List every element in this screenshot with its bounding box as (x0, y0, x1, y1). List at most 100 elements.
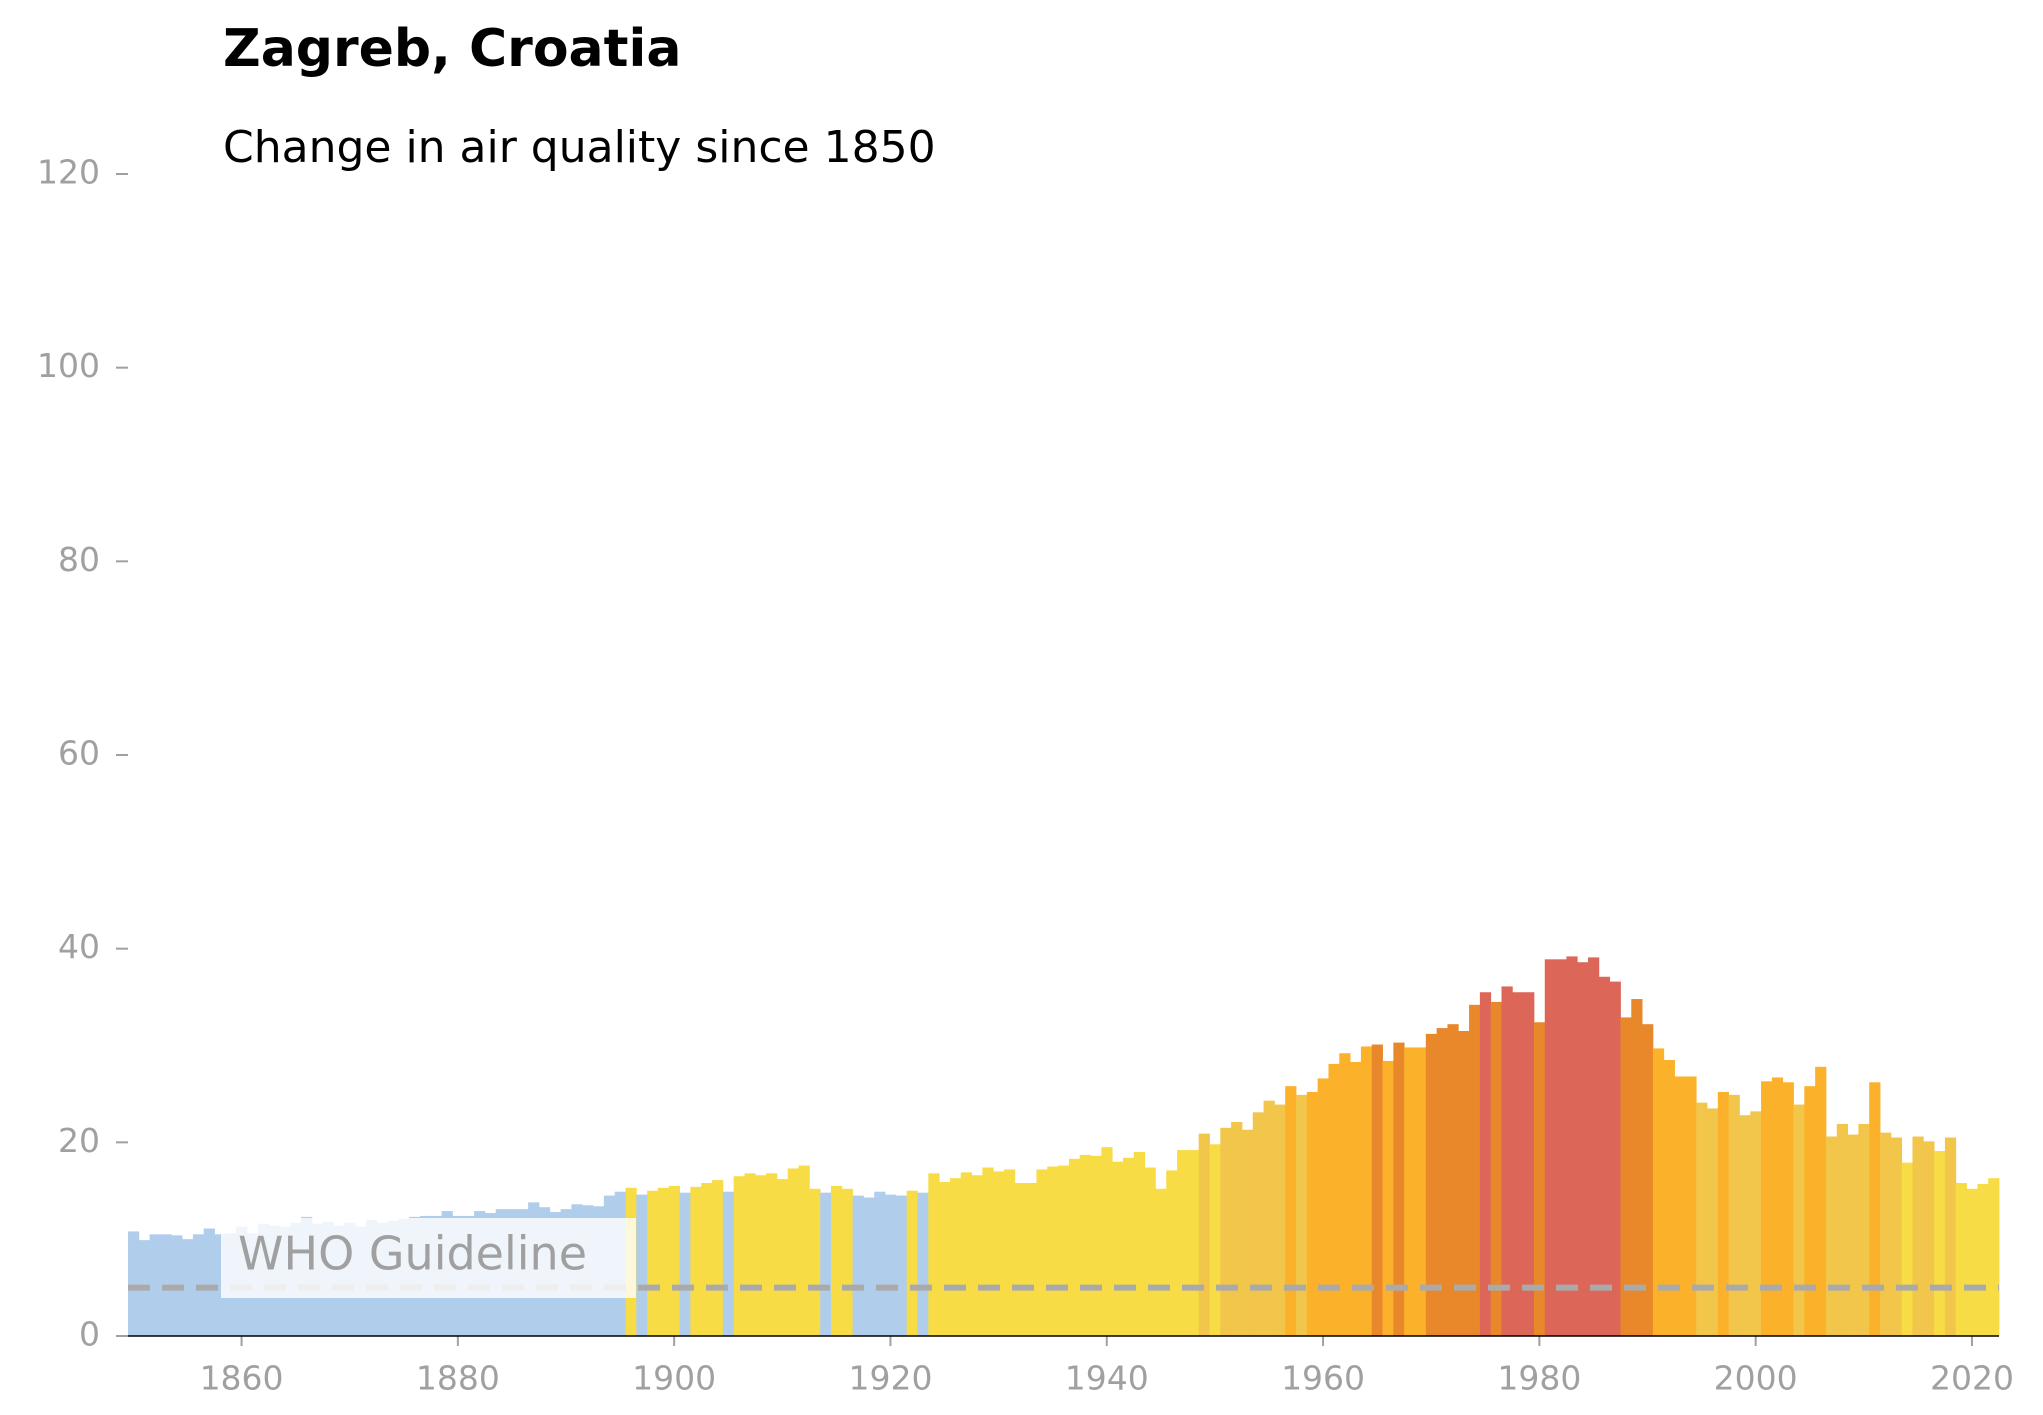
bar (885, 1194, 897, 1336)
bar (1955, 1183, 1967, 1336)
bar (1317, 1078, 1329, 1336)
bar (1501, 986, 1513, 1336)
bar (1328, 1063, 1340, 1336)
bar (1339, 1053, 1351, 1336)
bar (755, 1175, 767, 1336)
bar (830, 1185, 843, 1336)
bar (712, 1180, 724, 1336)
bar (1728, 1094, 1740, 1336)
bar (1934, 1151, 1946, 1336)
bar (1771, 1077, 1784, 1336)
bar (149, 1234, 161, 1336)
bar (1393, 1042, 1405, 1336)
bar (1642, 1024, 1654, 1336)
bar (1285, 1086, 1297, 1336)
bar (798, 1165, 810, 1336)
bar (1458, 1030, 1470, 1336)
bar (1231, 1121, 1243, 1336)
bar (1988, 1178, 2000, 1336)
bar (1663, 1060, 1675, 1336)
bar (1912, 1136, 1924, 1336)
bar (1209, 1144, 1221, 1336)
bar (809, 1188, 821, 1336)
y-tick-label: 40 (58, 927, 100, 966)
y-tick-label: 0 (79, 1315, 100, 1354)
bar (1479, 992, 1492, 1336)
bar (1263, 1100, 1275, 1336)
bar (1750, 1111, 1762, 1336)
bar (214, 1234, 226, 1336)
bar (1890, 1137, 1903, 1336)
bar (657, 1187, 670, 1336)
bar (841, 1188, 854, 1336)
y-tick-label: 120 (37, 153, 100, 192)
bar (1544, 959, 1556, 1336)
chart-subtitle: Change in air quality since 1850 (223, 122, 936, 173)
x-tick-label: 1940 (1065, 1359, 1149, 1398)
bar (1555, 959, 1567, 1336)
bar (1469, 1004, 1481, 1336)
y-tick-label: 80 (58, 540, 100, 579)
bar (636, 1194, 648, 1336)
bar (1025, 1183, 1037, 1336)
bar (744, 1173, 756, 1336)
y-tick-label: 20 (58, 1121, 100, 1160)
bar (787, 1168, 799, 1336)
bar (1847, 1134, 1859, 1336)
bar (1523, 992, 1535, 1336)
bar (647, 1190, 659, 1336)
bar (1739, 1115, 1751, 1336)
bar (1685, 1076, 1697, 1336)
bar (1155, 1188, 1167, 1336)
bar (1869, 1082, 1881, 1336)
x-tick-label: 1920 (848, 1359, 932, 1398)
bar (1447, 1024, 1459, 1336)
bar (993, 1171, 1005, 1336)
bar (1252, 1112, 1264, 1336)
bar (1944, 1137, 1957, 1336)
bar (1880, 1132, 1892, 1336)
bar (1966, 1188, 1978, 1336)
bar (917, 1192, 929, 1336)
bar (1047, 1166, 1059, 1336)
bar (1923, 1141, 1935, 1336)
bar (128, 1231, 140, 1336)
y-tick-label: 60 (58, 734, 100, 773)
bar (971, 1175, 983, 1336)
bar (733, 1176, 745, 1336)
bar (1598, 976, 1611, 1336)
bar (722, 1191, 735, 1336)
bar (1414, 1047, 1427, 1336)
bar (1306, 1091, 1319, 1336)
bar (668, 1185, 680, 1336)
x-tick-label: 2020 (1930, 1359, 2014, 1398)
bar (1652, 1048, 1665, 1336)
bar (906, 1190, 918, 1336)
x-tick-label: 1980 (1497, 1359, 1581, 1398)
bar (1371, 1044, 1383, 1336)
bar (1404, 1047, 1416, 1336)
bar (928, 1173, 940, 1336)
bar (1090, 1155, 1102, 1336)
bar (1490, 1001, 1502, 1336)
bar (1706, 1108, 1719, 1336)
bar (1836, 1123, 1848, 1336)
bar (701, 1183, 713, 1336)
chart-title: Zagreb, Croatia (223, 19, 681, 79)
bar (1782, 1082, 1794, 1336)
bar (203, 1228, 215, 1336)
y-tick-label: 100 (37, 346, 100, 385)
bar (1696, 1102, 1708, 1336)
bar (1177, 1150, 1189, 1336)
bar (949, 1178, 962, 1336)
x-tick-label: 1960 (1281, 1359, 1365, 1398)
bar (1425, 1033, 1438, 1336)
bar (1014, 1183, 1027, 1336)
bar (1101, 1147, 1113, 1336)
bar (1133, 1152, 1146, 1336)
bar (776, 1179, 789, 1336)
bar (1620, 1017, 1632, 1336)
bar (1566, 956, 1578, 1336)
bar (1166, 1170, 1178, 1336)
